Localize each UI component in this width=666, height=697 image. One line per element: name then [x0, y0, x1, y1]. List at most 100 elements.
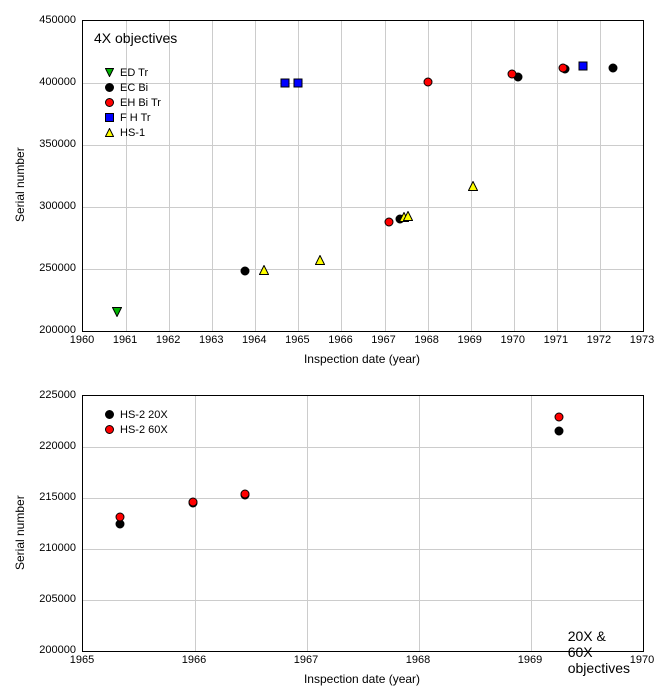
chart-4x [82, 20, 644, 332]
y-tick: 350000 [39, 138, 76, 150]
grid-y [83, 447, 643, 448]
grid-y [83, 269, 643, 270]
y-tick: 225000 [39, 389, 76, 401]
x-tick: 1967 [294, 654, 318, 666]
y-tick: 200000 [39, 644, 76, 656]
data-point [259, 265, 269, 275]
grid-x [428, 21, 429, 331]
grid-y [83, 600, 643, 601]
grid-x [557, 21, 558, 331]
legend-item: HS-2 20X [102, 407, 168, 422]
x-tick: 1970 [501, 334, 525, 346]
legend-marker [102, 128, 116, 137]
y-tick: 215000 [39, 491, 76, 503]
legend-label: EC Bi [120, 82, 148, 94]
data-point [403, 211, 413, 221]
grid-y [83, 498, 643, 499]
x-tick: 1963 [199, 334, 223, 346]
y-tick: 210000 [39, 542, 76, 554]
y-tick: 220000 [39, 440, 76, 452]
grid-x [298, 21, 299, 331]
legend-item: EC Bi [102, 80, 161, 95]
grid-x [341, 21, 342, 331]
x-tick: 1968 [406, 654, 430, 666]
data-point [468, 181, 478, 191]
legend-label: ED Tr [120, 67, 148, 79]
grid-x [514, 21, 515, 331]
grid-x [169, 21, 170, 331]
data-point [555, 413, 564, 422]
y-tick: 200000 [39, 324, 76, 336]
data-point [384, 217, 393, 226]
legend-item: F H Tr [102, 110, 161, 125]
chart-title: 4X objectives [94, 30, 177, 46]
data-point [240, 267, 249, 276]
legend: HS-2 20X HS-2 60X [102, 407, 168, 437]
legend-label: EH Bi Tr [120, 97, 161, 109]
x-tick: 1967 [371, 334, 395, 346]
grid-x [307, 396, 308, 651]
x-tick: 1970 [630, 654, 654, 666]
y-tick: 300000 [39, 200, 76, 212]
grid-y [83, 549, 643, 550]
data-point [294, 79, 303, 88]
y-tick: 250000 [39, 262, 76, 274]
legend: ED Tr EC Bi EH Bi Tr F H Tr HS-1 [102, 65, 161, 140]
legend-marker [102, 68, 116, 77]
grid-y [83, 145, 643, 146]
grid-x [600, 21, 601, 331]
legend-label: F H Tr [120, 112, 151, 124]
legend-marker [102, 113, 116, 122]
x-tick: 1966 [328, 334, 352, 346]
legend-item: HS-1 [102, 125, 161, 140]
x-tick: 1969 [518, 654, 542, 666]
data-point [112, 307, 122, 317]
legend-label: HS-1 [120, 127, 145, 139]
grid-x [255, 21, 256, 331]
x-tick: 1964 [242, 334, 266, 346]
legend-marker [102, 98, 116, 107]
grid-x [385, 21, 386, 331]
legend-marker [102, 83, 116, 92]
data-point [423, 77, 432, 86]
chart-title: 20X & 60X objectives [568, 628, 630, 676]
data-point [281, 79, 290, 88]
legend-item: ED Tr [102, 65, 161, 80]
data-point [115, 513, 124, 522]
x-tick: 1971 [544, 334, 568, 346]
grid-x [471, 21, 472, 331]
data-point [559, 64, 568, 73]
x-axis-label: Inspection date (year) [304, 672, 420, 686]
legend-label: HS-2 60X [120, 424, 168, 436]
x-tick: 1965 [285, 334, 309, 346]
y-tick: 450000 [39, 14, 76, 26]
data-point [188, 498, 197, 507]
x-axis-label: Inspection date (year) [304, 352, 420, 366]
data-point [315, 255, 325, 265]
grid-x [212, 21, 213, 331]
legend-item: HS-2 60X [102, 422, 168, 437]
x-tick: 1962 [156, 334, 180, 346]
y-axis-label: Serial number [13, 147, 27, 222]
x-tick: 1969 [457, 334, 481, 346]
legend-marker [102, 425, 116, 434]
x-tick: 1961 [113, 334, 137, 346]
grid-x [419, 396, 420, 651]
x-tick: 1966 [182, 654, 206, 666]
y-tick: 400000 [39, 76, 76, 88]
y-axis-label: Serial number [13, 495, 27, 570]
legend-marker [102, 410, 116, 419]
x-tick: 1968 [414, 334, 438, 346]
grid-x [531, 396, 532, 651]
grid-y [83, 207, 643, 208]
grid-x [195, 396, 196, 651]
data-point [555, 426, 564, 435]
legend-label: HS-2 20X [120, 409, 168, 421]
y-tick: 205000 [39, 593, 76, 605]
x-tick: 1973 [630, 334, 654, 346]
x-tick: 1972 [587, 334, 611, 346]
legend-item: EH Bi Tr [102, 95, 161, 110]
data-point [608, 64, 617, 73]
data-point [241, 489, 250, 498]
grid-y [83, 83, 643, 84]
